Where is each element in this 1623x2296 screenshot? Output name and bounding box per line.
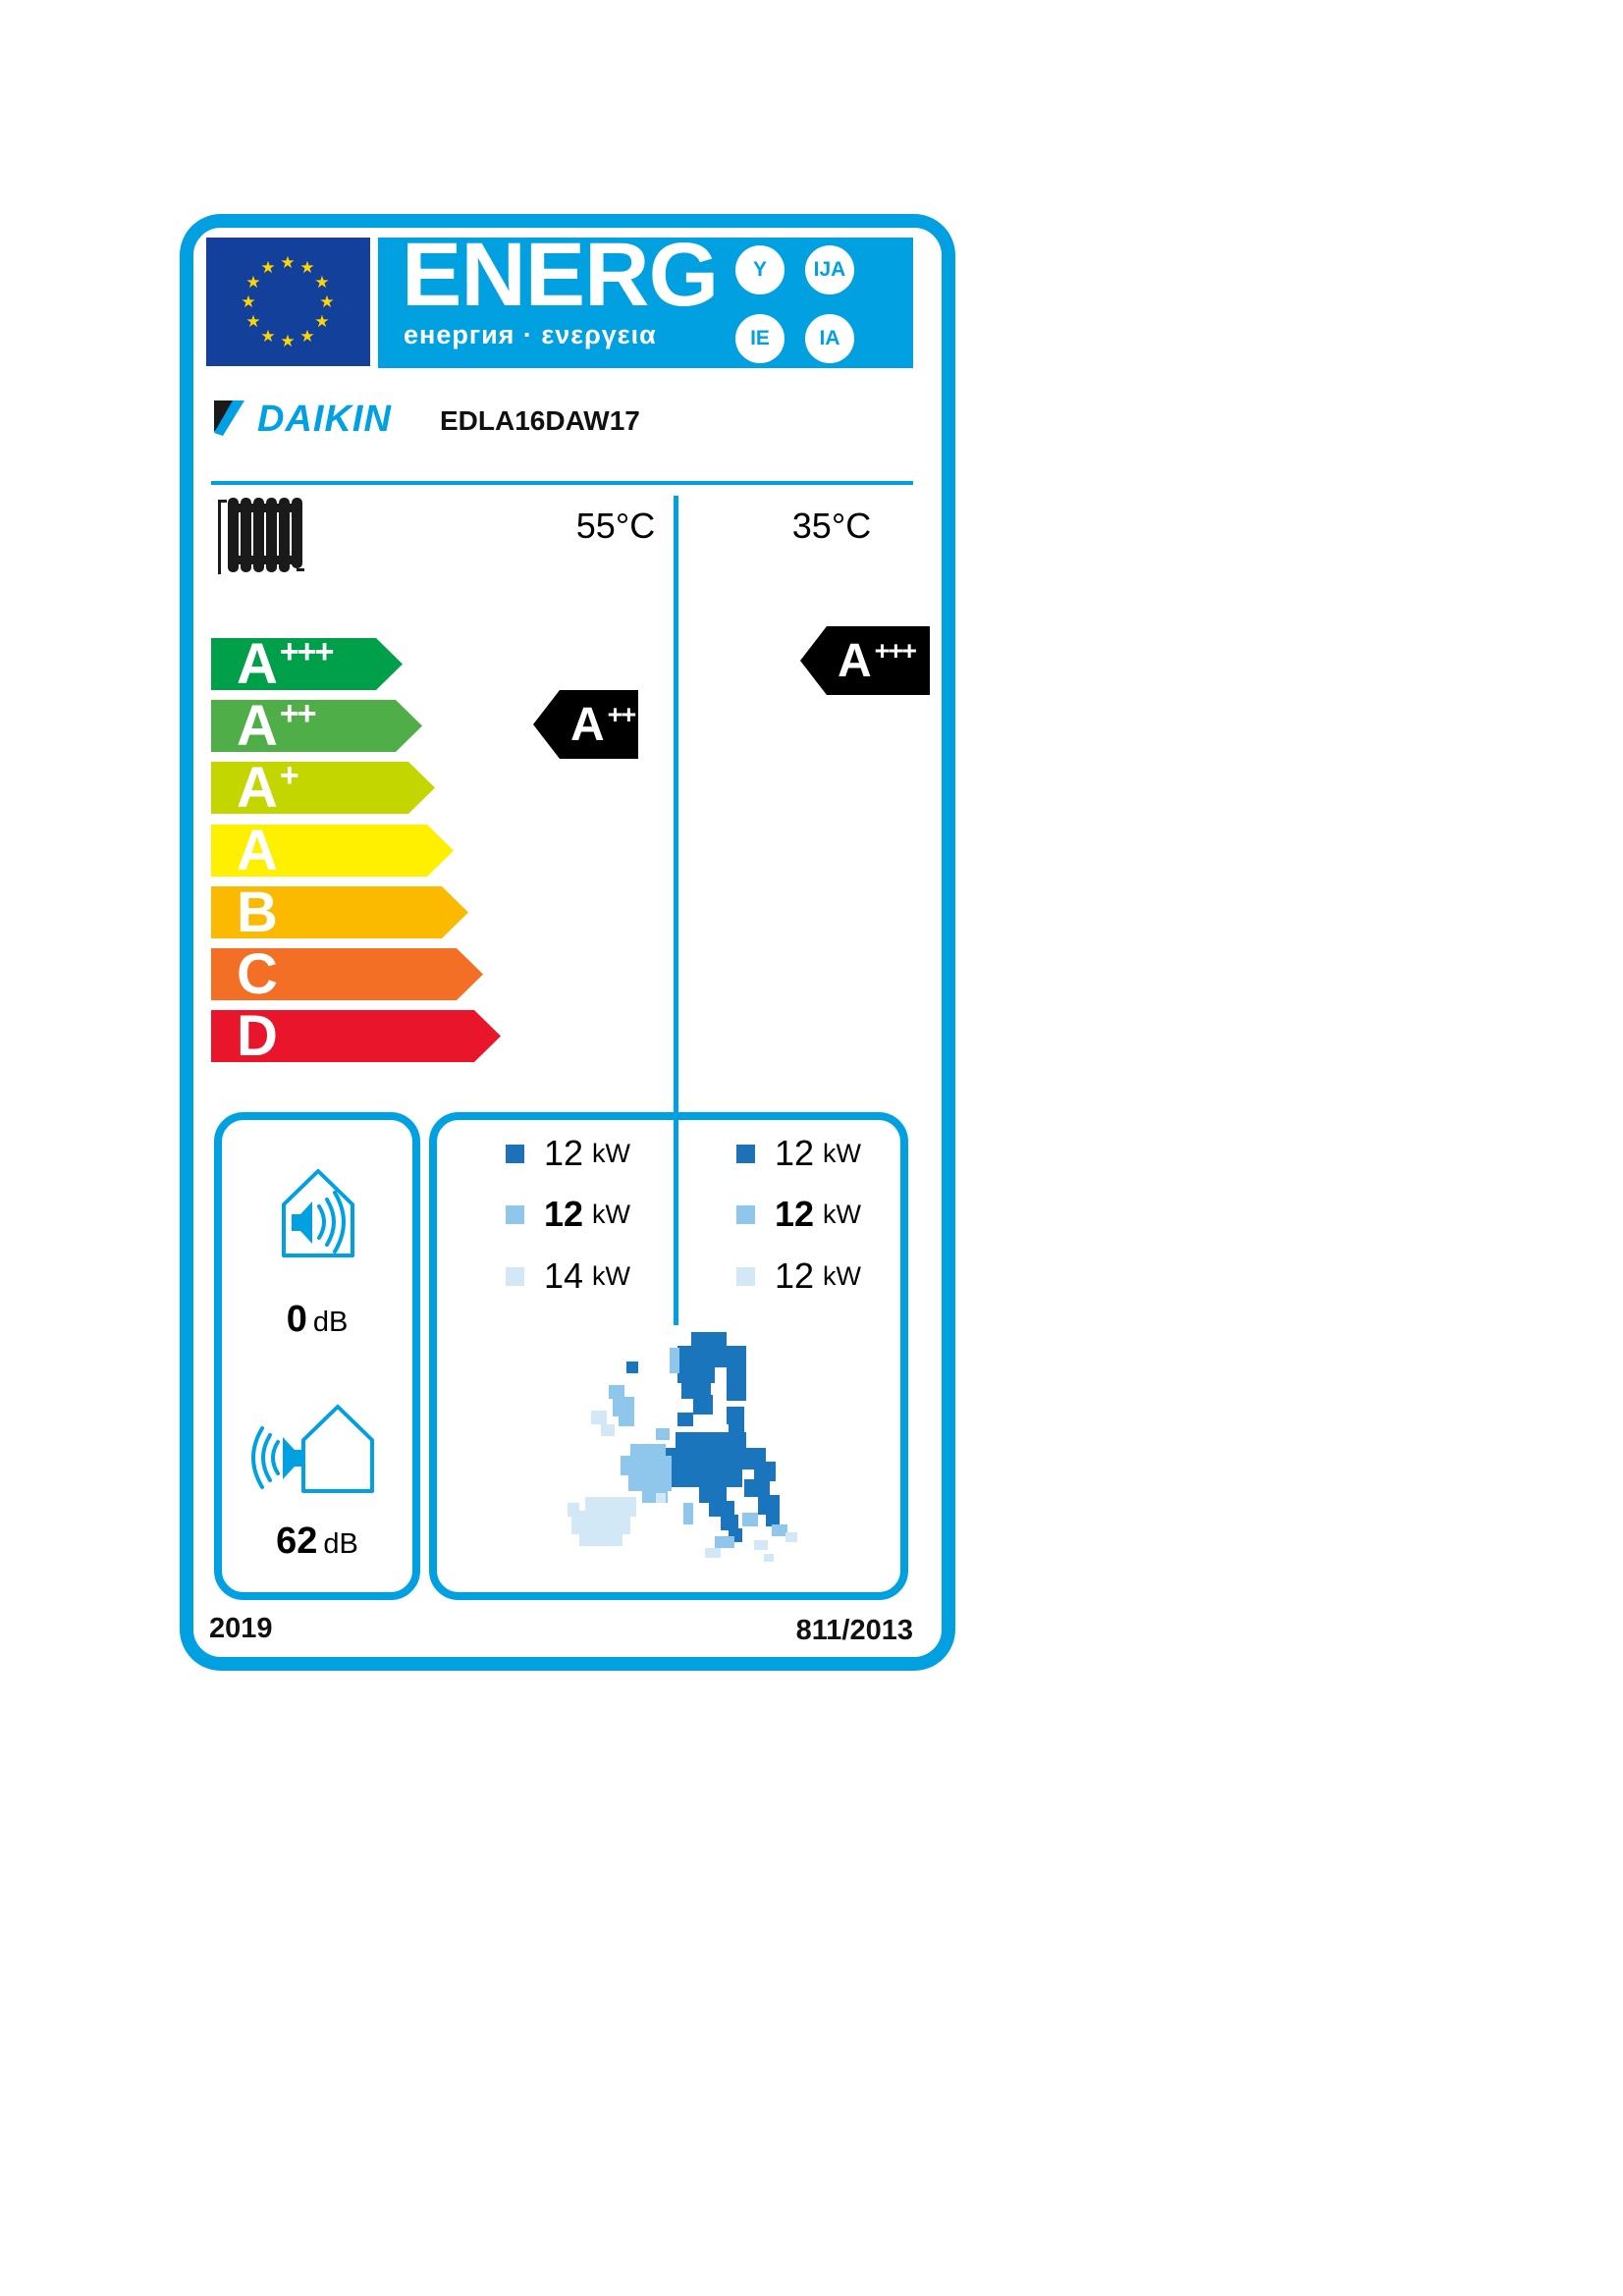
kw-value: 12	[774, 1133, 814, 1173]
kw-bullet-mid	[506, 1204, 524, 1224]
kw-unit: kW	[823, 1260, 861, 1291]
svg-text:★: ★	[245, 312, 260, 332]
energ-badge-ia: IA	[805, 314, 854, 363]
svg-text:★: ★	[260, 327, 275, 347]
energ-logo-text: ENERG	[402, 225, 719, 325]
sound-unit: dB	[323, 1528, 358, 1560]
svg-text:★: ★	[314, 273, 329, 293]
scale-arrow-a: A	[211, 825, 454, 877]
scale-class-label: A	[237, 819, 278, 882]
svg-text:★: ★	[260, 258, 275, 278]
kw-row: 12 kW	[736, 1193, 861, 1236]
scale-class-label: C	[237, 942, 278, 1006]
scale-class-label: A	[237, 756, 278, 820]
scale-class-sup: +++	[279, 633, 333, 670]
kw-row: 12 kW	[736, 1255, 861, 1298]
svg-text:★: ★	[280, 332, 295, 351]
indoor-sound-icon	[222, 1157, 412, 1267]
svg-text:★: ★	[280, 253, 295, 273]
svg-text:★: ★	[245, 273, 260, 293]
sound-value: 0	[286, 1299, 307, 1340]
energ-logo-subtext: енергия · ενεργεια	[404, 320, 657, 349]
kw-row: 12 kW	[736, 1132, 861, 1175]
eu-flag-stars: ★ ★★ ★★★ ★★★ ★★★	[241, 253, 334, 351]
scale-arrow-c: C	[211, 948, 483, 1000]
scale-class-label: D	[237, 1004, 278, 1068]
energ-badge-y: Y	[735, 245, 784, 294]
kw-value: 12	[543, 1194, 583, 1234]
rating-tag-35c: A +++	[800, 626, 930, 695]
kw-value: 12	[774, 1194, 814, 1234]
scale-arrow-a1plus: A +	[211, 762, 435, 814]
energ-badge-ija: IJA	[805, 245, 854, 294]
scale-arrow-a2plus: A ++	[211, 700, 422, 752]
kw-bullet-mid	[736, 1204, 755, 1224]
scale-class-label: B	[237, 881, 278, 944]
sound-unit: dB	[312, 1307, 349, 1338]
energ-logo: ENERG енергия · ενεργεια Y IJA IE IA	[378, 225, 913, 368]
kw-unit: kW	[592, 1138, 630, 1168]
rating-sup: ++	[607, 699, 637, 729]
svg-text:★: ★	[241, 293, 255, 312]
kw-unit: kW	[592, 1260, 630, 1291]
scale-class-sup: ++	[279, 695, 315, 732]
eu-flag: ★ ★ ★ ★ ★ ★ ★ ★ ★ ★ ★ ★	[206, 238, 370, 366]
kw-unit: kW	[823, 1138, 861, 1168]
scale-arrow-d: D	[211, 1010, 501, 1062]
kw-bullet-pale	[506, 1266, 524, 1286]
kw-value: 12	[543, 1133, 583, 1173]
energ-badge-ie: IE	[735, 314, 784, 363]
brand-row: DAIKIN	[214, 399, 392, 440]
kw-value: 14	[543, 1255, 583, 1296]
sound-value: 62	[276, 1521, 318, 1562]
power-box: 12 kW 12 kW 14 kW 12 kW 12 kW 12 kW	[429, 1112, 908, 1600]
energy-label: ★ ★ ★ ★ ★ ★ ★ ★ ★ ★ ★ ★ ENERG енергия · ενεργεια…	[180, 214, 955, 1671]
outdoor-sound-value: 62 dB	[222, 1521, 412, 1563]
kw-unit: kW	[823, 1199, 861, 1229]
europe-map	[562, 1330, 866, 1587]
outdoor-sound-icon	[222, 1393, 412, 1503]
kw-row: 12 kW	[506, 1132, 630, 1175]
kw-bullet-dark	[506, 1144, 524, 1163]
scale-class-sup: +	[279, 757, 298, 794]
regulation-number: 811/2013	[795, 1615, 913, 1646]
temp-35: 35°C	[791, 506, 872, 546]
kw-row: 14 kW	[506, 1255, 630, 1298]
label-year: 2019	[209, 1613, 273, 1644]
svg-text:★: ★	[319, 293, 334, 312]
scale-arrow-a3plus: A +++	[211, 638, 403, 690]
radiator-icon	[214, 494, 304, 576]
scale-class-label: A	[237, 694, 278, 758]
kw-unit: kW	[592, 1199, 630, 1229]
column-divider-line	[674, 496, 678, 1325]
temp-55: 55°C	[575, 506, 656, 546]
rating-class: A	[570, 698, 605, 751]
daikin-logo-icon	[214, 400, 244, 436]
svg-text:★: ★	[299, 327, 314, 347]
kw-row: 12 kW	[506, 1193, 630, 1236]
rating-tag-55c: A ++	[533, 690, 638, 759]
sound-box: 0 dB 62 dB	[214, 1112, 420, 1600]
svg-text:★: ★	[299, 258, 314, 278]
model-number: EDLA16DAW17	[440, 405, 640, 436]
scale-arrow-b: B	[211, 886, 468, 938]
header-divider-line	[211, 481, 913, 485]
svg-text:★: ★	[314, 312, 329, 332]
rating-sup: +++	[874, 635, 917, 666]
kw-value: 12	[774, 1255, 814, 1296]
scale-class-label: A	[237, 632, 278, 696]
brand-name: DAIKIN	[257, 398, 392, 440]
rating-class: A	[838, 634, 872, 687]
kw-bullet-pale	[736, 1266, 755, 1286]
kw-bullet-dark	[736, 1144, 755, 1163]
indoor-sound-value: 0 dB	[222, 1299, 412, 1341]
